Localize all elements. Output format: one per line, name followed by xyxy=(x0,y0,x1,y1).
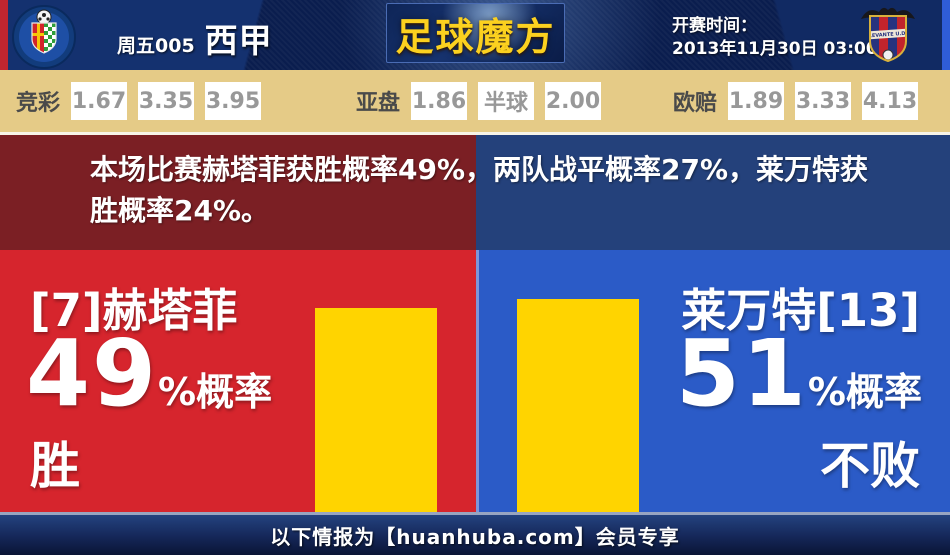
match-number: 周五005 xyxy=(117,35,195,57)
odds-value-yapan-away: 2.00 xyxy=(545,82,602,120)
kickoff-time-block: 开赛时间： 2013年11月30日 03:00 xyxy=(672,15,878,61)
away-percent-value: 51 xyxy=(675,320,808,427)
match-header: 周五005 西甲 足球魔方 开赛时间： 2013年11月30日 03:00 L xyxy=(0,0,950,70)
odds-label-oupei: 欧赔 xyxy=(672,91,717,116)
away-percent-suffix: %概率 xyxy=(807,370,922,414)
svg-text:LEVANTE U.D.: LEVANTE U.D. xyxy=(869,31,908,40)
away-team-crest-levante-icon: LEVANTE U.D. xyxy=(861,7,915,63)
league-name: 西甲 xyxy=(204,21,273,60)
home-color-stripe xyxy=(0,0,8,70)
home-outcome-label: 胜 xyxy=(30,437,80,495)
footer-bar: 以下情报为【huanhuba.com】会员专享 xyxy=(0,512,950,555)
match-identifier: 周五005 西甲 xyxy=(117,14,273,62)
odds-value-yapan-handicap: 半球 xyxy=(478,82,535,120)
home-percent-suffix: %概率 xyxy=(158,370,273,414)
home-percent-row: 49 %概率 xyxy=(26,328,272,420)
prediction-panel: [7]赫塔菲 49 %概率 胜 莱万特[13] 51 %概率 不败 xyxy=(0,250,950,512)
probability-summary-strip: 本场比赛赫塔菲获胜概率49%，两队战平概率27%，莱万特获胜概率24%。 xyxy=(0,132,950,250)
odds-label-jingcai: 竞彩 xyxy=(16,91,61,116)
odds-value-jingcai-draw: 3.35 xyxy=(138,82,195,120)
home-percent-value: 49 xyxy=(26,320,159,427)
odds-value-oupei-lose: 4.13 xyxy=(862,82,918,120)
away-color-stripe xyxy=(942,0,950,70)
odds-group-yapan: 亚盘 1.86 半球 2.00 xyxy=(356,82,602,120)
home-team-crest-getafe-icon xyxy=(12,5,76,69)
away-outcome-label: 不败 xyxy=(820,437,920,495)
kickoff-label: 开赛时间： xyxy=(672,16,757,36)
odds-group-jingcai: 竞彩 1.67 3.35 3.95 xyxy=(16,82,262,120)
away-team-name: 莱万特[13] xyxy=(681,284,920,337)
odds-value-jingcai-win: 1.67 xyxy=(71,82,128,120)
brand-logo-panel: 足球魔方 xyxy=(386,3,565,63)
odds-bar: 竞彩 1.67 3.35 3.95 亚盘 1.86 半球 2.00 欧赔 1.8… xyxy=(0,70,950,132)
odds-value-yapan-home: 1.86 xyxy=(411,82,468,120)
away-probability-bar xyxy=(517,299,639,512)
home-team-name: [7]赫塔菲 xyxy=(30,284,238,337)
odds-group-oupei: 欧赔 1.89 3.33 4.13 xyxy=(673,82,918,120)
kickoff-time: 2013年11月30日 03:00 xyxy=(672,39,878,59)
odds-value-oupei-win: 1.89 xyxy=(728,82,784,120)
home-probability-bar xyxy=(315,308,437,512)
away-percent-row: 51 %概率 xyxy=(676,328,922,420)
summary-background-home xyxy=(0,135,476,250)
brand-logo-text: 足球魔方 xyxy=(395,14,556,59)
odds-value-jingcai-lose: 3.95 xyxy=(205,82,262,120)
footer-member-notice: 以下情报为【huanhuba.com】会员专享 xyxy=(270,524,680,549)
summary-background-away xyxy=(476,135,950,250)
probability-summary-text: 本场比赛赫塔菲获胜概率49%，两队战平概率27%，莱万特获胜概率24%。 xyxy=(90,153,869,227)
odds-label-yapan: 亚盘 xyxy=(356,91,401,116)
odds-value-oupei-draw: 3.33 xyxy=(795,82,851,120)
